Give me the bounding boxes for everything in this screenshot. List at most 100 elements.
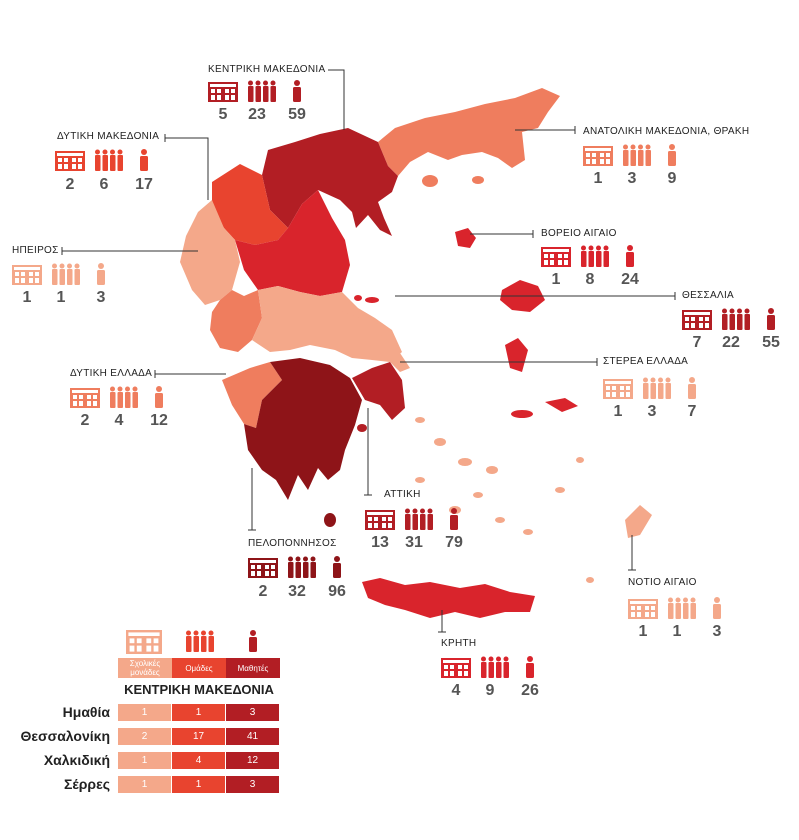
- table-cell-students: 3: [226, 776, 279, 793]
- region-stats-thessalia: 7 22 55: [682, 334, 792, 352]
- region-stats-ipeiros: 1 1 3: [12, 289, 122, 307]
- region-students-count: 3: [712, 623, 722, 640]
- school-building-icon: [12, 265, 42, 285]
- region-stats-dytiki-ellada: 2 4 12: [70, 412, 180, 430]
- island-skiathos: [354, 295, 362, 301]
- region-schools-count: 1: [613, 403, 623, 420]
- region-label-kentriki-makedonia: ΚΕΝΤΡΙΚΗ ΜΑΚΕΔΟΝΙΑ: [208, 64, 326, 75]
- region-groups-count: 31: [405, 534, 423, 551]
- leader-lines: [61, 69, 676, 633]
- island-limnos: [455, 228, 476, 248]
- person-icon: [450, 508, 458, 530]
- region-schools-count: 1: [593, 170, 603, 187]
- region-label-attiki: ΑΤΤΙΚΗ: [384, 489, 421, 500]
- legend-person-icon: [248, 630, 258, 657]
- region-groups-count: 23: [248, 106, 266, 123]
- region-students-count: 3: [96, 289, 106, 306]
- region-label-dytiki-makedonia: ΔΥΤΙΚΗ ΜΑΚΕΔΟΝΙΑ: [57, 131, 160, 142]
- region-label-kriti: ΚΡΗΤΗ: [441, 638, 477, 649]
- region-groups-count: 3: [627, 170, 637, 187]
- region-stats-peloponnisos: 2 32 96: [248, 583, 358, 601]
- region-groups-count: 6: [99, 176, 109, 193]
- region-stats-attiki: 13 31 79: [365, 534, 475, 552]
- region-icons-thessalia: [682, 308, 776, 335]
- table-cell-groups: 1: [172, 704, 225, 721]
- legend-groups-label: Ομάδες: [172, 658, 226, 678]
- person-icon: [626, 245, 634, 267]
- legend-schools-label: Σχολικές μονάδες: [118, 658, 172, 678]
- region-groups-count: 3: [647, 403, 657, 420]
- island-ikaria: [511, 410, 533, 418]
- island-sporades: [365, 297, 379, 303]
- region-label-dytiki-ellada: ΔΥΤΙΚΗ ΕΛΛΑΔΑ: [70, 368, 153, 379]
- region-schools-count: 7: [692, 334, 702, 351]
- region-students-count: 7: [687, 403, 697, 420]
- region-label-notio-aigaio: ΝΟΤΙΟ ΑΙΓΑΙΟ: [628, 577, 697, 588]
- school-building-icon: [248, 558, 278, 578]
- table-cell-schools: 1: [118, 776, 171, 793]
- region-schools-count: 2: [80, 412, 90, 429]
- group-of-people-icon: [248, 80, 276, 102]
- school-building-icon: [208, 82, 238, 102]
- group-of-people-icon: [623, 144, 651, 166]
- table-cell-schools: 1: [118, 704, 171, 721]
- region-stats-notio-aigaio: 1 1 3: [628, 623, 738, 641]
- group-of-people-icon: [95, 149, 123, 171]
- group-of-people-icon: [186, 630, 214, 652]
- table-cell-schools: 1: [118, 752, 171, 769]
- region-label-anatoliki-makedonia: ΑΝΑΤΟΛΙΚΗ ΜΑΚΕΔΟΝΙΑ, ΘΡΑΚΗ: [583, 126, 750, 137]
- region-schools-count: 2: [258, 583, 268, 600]
- region-shape-dytiki-makedonia: [212, 164, 288, 245]
- school-building-icon: [583, 146, 613, 166]
- region-students-count: 96: [328, 583, 346, 600]
- legend-students-label: Μαθητές: [226, 658, 280, 678]
- group-of-people-icon: [722, 308, 750, 330]
- group-of-people-icon: [52, 263, 80, 285]
- school-building-icon: [441, 658, 471, 678]
- region-icons-dytiki-ellada: [70, 386, 164, 413]
- region-label-sterea-ellada: ΣΤΕΡΕΑ ΕΛΛΑΔΑ: [603, 356, 689, 367]
- region-shape-evia: [338, 310, 410, 372]
- legend-school-icon: [126, 630, 162, 659]
- legend-group-icon: [184, 630, 216, 657]
- person-icon: [249, 630, 257, 652]
- group-of-people-icon: [481, 656, 509, 678]
- person-icon: [713, 597, 721, 619]
- region-icons-dytiki-makedonia: [55, 149, 149, 176]
- region-stats-kriti: 4 9 26: [441, 682, 551, 700]
- region-students-count: 55: [762, 334, 780, 351]
- table-row-name: Χαλκιδική: [43, 752, 110, 768]
- region-shape-attiki: [352, 362, 405, 420]
- legend: Σχολικές μονάδες Ομάδες Μαθητές: [118, 630, 280, 680]
- region-schools-count: 13: [371, 534, 389, 551]
- region-icons-kentriki-makedonia: [208, 80, 302, 107]
- table-row: Χαλκιδική 1 4 12: [0, 752, 280, 769]
- person-icon: [668, 144, 676, 166]
- school-building-icon: [682, 310, 712, 330]
- person-icon: [333, 556, 341, 578]
- region-label-peloponnisos: ΠΕΛΟΠΟΝΝΗΣΟΣ: [248, 538, 337, 549]
- region-schools-count: 2: [65, 176, 75, 193]
- group-of-people-icon: [405, 508, 433, 530]
- island-samos: [545, 398, 578, 412]
- region-icons-notio-aigaio: [628, 597, 722, 624]
- region-label-ipeiros: ΗΠΕΙΡΟΣ: [12, 245, 59, 256]
- region-groups-count: 9: [485, 682, 495, 699]
- region-shape-thessalia: [235, 190, 350, 296]
- person-icon: [97, 263, 105, 285]
- group-of-people-icon: [668, 597, 696, 619]
- group-of-people-icon: [110, 386, 138, 408]
- region-schools-count: 4: [451, 682, 461, 699]
- region-schools-count: 1: [22, 289, 32, 306]
- region-shape-ipeiros: [180, 200, 240, 305]
- islands-notio-aigaio: [415, 417, 652, 583]
- region-shape-dytiki-ellada-peloponnese: [222, 362, 282, 428]
- region-students-count: 26: [521, 682, 539, 699]
- region-shape-kriti: [362, 578, 535, 618]
- table-title: ΚΕΝΤΡΙΚΗ ΜΑΚΕΔΟΝΙΑ: [124, 682, 274, 697]
- region-students-count: 59: [288, 106, 306, 123]
- school-building-icon: [126, 630, 162, 654]
- table-row-name: Σέρρες: [64, 776, 110, 792]
- island-chios: [505, 338, 528, 372]
- region-groups-count: 4: [114, 412, 124, 429]
